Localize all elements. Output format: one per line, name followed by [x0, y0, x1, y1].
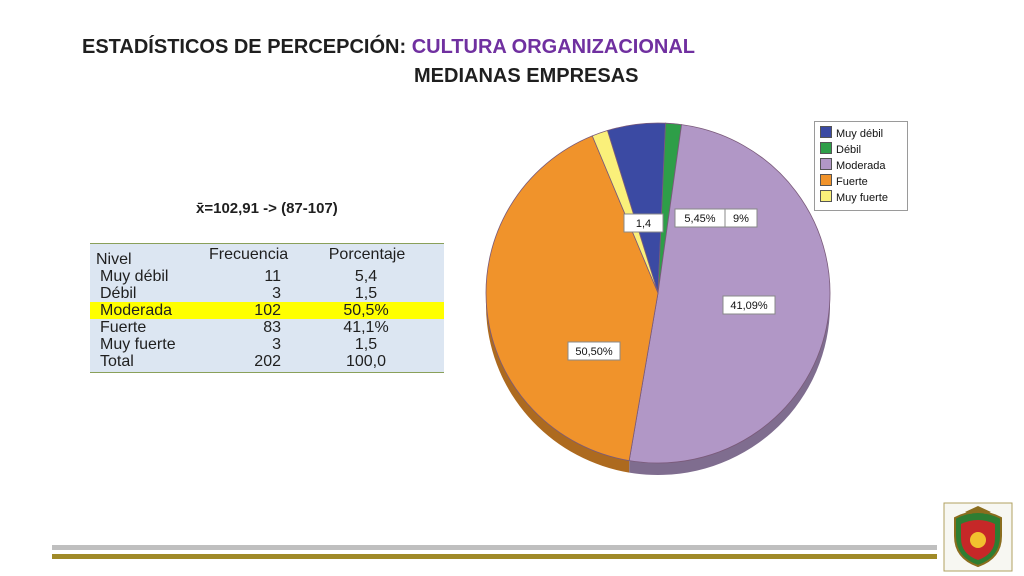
cell-porcentaje: 100,0: [345, 353, 387, 370]
table-row: Débil 3 1,5: [90, 285, 444, 302]
pie-data-label-box: [722, 295, 776, 315]
footer-gold-bar: [52, 554, 937, 559]
table-row: Muy fuerte 3 1,5: [90, 336, 444, 353]
legend-label: Moderada: [836, 160, 886, 172]
cell-porcentaje: 50,5%: [343, 302, 389, 319]
cell-frecuencia: 3: [272, 336, 281, 353]
legend-swatch: [820, 190, 832, 202]
title-part1: ESTADÍSTICOS DE PERCEPCIÓN:: [82, 36, 407, 58]
legend-swatch: [820, 126, 832, 138]
pie-data-label: 1,4: [636, 218, 651, 230]
mean-text: x̄=102,91 -> (87-107): [196, 200, 338, 217]
table-row-total: Total 202 100,0: [90, 353, 444, 370]
pie-labels: 1,4 5,45% 9% 41,09% 50,50%: [567, 208, 776, 361]
legend-item: Fuerte: [820, 174, 868, 188]
cell-porcentaje: 41,1%: [343, 319, 389, 336]
cell-nivel: Muy débil: [100, 268, 169, 285]
title-part2: CULTURA ORGANIZACIONAL: [411, 36, 695, 58]
chart-legend: Muy débil Débil Moderada Fuerte Muy fuer…: [814, 121, 908, 211]
pie-data-label: 41,09%: [730, 300, 768, 312]
pie-chart: 1,4 5,45% 9% 41,09% 50,50%: [485, 122, 831, 475]
cell-nivel: Muy fuerte: [100, 336, 176, 353]
header-nivel: Nivel: [96, 251, 132, 268]
legend-swatch: [820, 158, 832, 170]
table-row: Muy débil 11 5,4: [90, 268, 444, 285]
frequency-table: Nivel Frecuencia Porcentaje Muy débil 11…: [90, 243, 444, 373]
legend-label: Muy fuerte: [836, 192, 888, 204]
pie-data-label: 5,45%: [684, 213, 715, 225]
legend-label: Fuerte: [836, 176, 868, 188]
pie-data-label-box: [567, 341, 621, 361]
cell-porcentaje: 1,5: [354, 285, 378, 302]
pie-slices: [485, 122, 831, 464]
legend-swatch: [820, 142, 832, 154]
slide-subtitle: MEDIANAS EMPRESAS: [414, 65, 639, 87]
cell-porcentaje: 5,4: [354, 268, 378, 285]
cell-porcentaje: 1,5: [354, 336, 378, 353]
cell-frecuencia: 102: [254, 302, 281, 319]
cell-nivel: Débil: [100, 285, 137, 302]
header-frecuencia: Frecuencia: [209, 246, 289, 263]
cell-nivel: Fuerte: [100, 319, 147, 336]
slide-title: ESTADÍSTICOS DE PERCEPCIÓN: CULTURA ORGA…: [82, 34, 695, 60]
pie-data-label: 9%: [733, 213, 749, 225]
legend-label: Débil: [836, 144, 862, 156]
cell-nivel: Total: [100, 353, 134, 370]
table-row-highlighted: Moderada 102 50,5%: [90, 302, 444, 319]
pie-slice: [485, 135, 659, 462]
legend-item: Débil: [820, 142, 861, 156]
legend-item: Muy débil: [820, 126, 883, 140]
pie-data-label-box: [623, 213, 664, 233]
cell-nivel: Moderada: [100, 302, 173, 319]
cell-frecuencia: 202: [254, 353, 281, 370]
pie-data-label-box: [724, 208, 758, 228]
pie-data-label: 50,50%: [575, 346, 613, 358]
cell-frecuencia: 83: [263, 319, 281, 336]
coat-of-arms-emblem-icon: [943, 502, 1013, 572]
legend-label: Muy débil: [836, 128, 884, 140]
legend-item: Muy fuerte: [820, 190, 888, 204]
legend-item: Moderada: [820, 158, 886, 172]
cell-frecuencia: 11: [264, 268, 281, 285]
pie-slice: [591, 130, 659, 294]
cell-frecuencia: 3: [272, 285, 281, 302]
header-porcentaje: Porcentaje: [328, 246, 406, 263]
table-row: Fuerte 83 41,1%: [90, 319, 444, 336]
table-header: Nivel Frecuencia Porcentaje: [90, 246, 444, 270]
legend-swatch: [820, 174, 832, 186]
footer-gray-bar: [52, 545, 937, 550]
